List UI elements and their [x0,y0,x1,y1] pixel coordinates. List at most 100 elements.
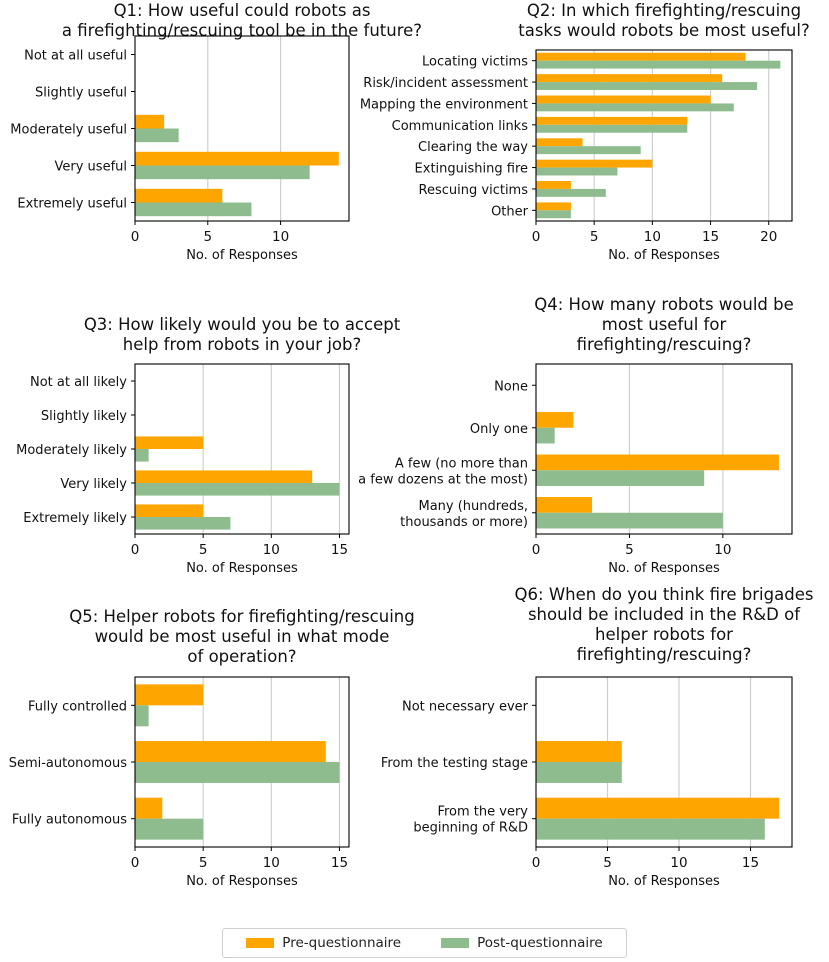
bar-post [536,124,688,133]
category-label: Fully controlled [28,699,127,714]
category-label: Other [491,204,529,219]
category-label: From the testing stage [381,756,528,771]
category-label: Moderately likely [16,443,127,458]
chart-q5: Q5: Helper robots for firefighting/rescu… [9,607,415,889]
x-tick-label: 15 [742,855,759,871]
x-tick-label: 10 [644,229,661,245]
chart-title-line: Q5: Helper robots for firefighting/rescu… [69,607,414,626]
legend-item-post: Post-questionnaire [441,935,603,951]
category-label: None [494,379,528,394]
x-tick-label: 10 [714,542,731,558]
category-label: Not at all likely [30,375,127,390]
x-axis-label: No. of Responses [186,874,298,889]
x-tick-label: 15 [331,542,348,558]
chart-title-line: Q2: In which firefighting/rescuing [527,1,801,20]
bar-post [536,512,723,529]
bar-post [536,210,571,219]
bar-pre [135,114,165,129]
bar-pre [536,116,688,125]
category-label: Extinguishing fire [415,162,528,177]
x-tick-label: 20 [760,229,777,245]
category-label: Communication links [392,119,529,134]
x-tick-label: 0 [131,542,140,558]
axes-frame [535,363,793,535]
bar-pre [536,202,571,211]
bar-pre [536,138,583,147]
bar-pre [135,504,204,517]
chart-title-line: a firefighting/rescuing tool be in the f… [62,21,422,40]
bar-post [135,483,340,496]
chart-title-line: Q1: How useful could robots as [114,1,371,20]
x-axis-label: No. of Responses [608,561,720,576]
bar-post [536,427,555,444]
bar-pre [135,684,204,706]
axes-frame [134,35,350,222]
bar-pre [536,497,593,513]
axes-frame [535,676,793,848]
bar-pre [536,741,622,762]
category-label: Extremely useful [17,197,127,212]
axes-frame [134,363,350,535]
bar-post [536,818,765,840]
chart-title-line: should be included in the R&D of [528,605,801,624]
x-tick-label: 0 [532,229,541,245]
x-tick-label: 5 [203,229,212,245]
bar-post [135,449,149,462]
category-label: Slightly useful [35,86,127,101]
chart-title-line: tasks would robots be most useful? [518,21,809,40]
x-tick-label: 0 [131,855,140,871]
bar-pre [135,741,326,762]
chart-title-line: Q3: How likely would you be to accept [84,315,401,334]
category-label: Moderately useful [10,123,127,138]
legend-label-post: Post-questionnaire [477,935,603,951]
legend-item-pre: Pre-questionnaire [246,935,401,951]
axes-frame [134,676,350,848]
category-label: Only one [470,422,528,437]
bar-pre [135,151,339,166]
bar-post [536,762,622,783]
x-axis-label: No. of Responses [608,248,720,263]
legend-swatch-post [441,938,470,948]
chart-title-line: would be most useful in what mode [95,627,390,646]
category-label: Rescuing victims [419,183,529,198]
x-tick-label: 15 [702,229,719,245]
x-axis-label: No. of Responses [186,248,298,263]
bar-pre [536,412,574,428]
category-label: Clearing the way [418,140,528,155]
x-tick-label: 10 [263,542,280,558]
chart-q2: Q2: In which firefighting/rescuingtasks … [360,1,810,263]
bar-post [536,60,781,69]
category-label: Not at all useful [24,49,127,64]
x-tick-label: 0 [131,229,140,245]
category-label: beginning of R&D [413,821,528,836]
bar-pre [135,436,204,449]
chart-title-line: of operation? [187,647,296,666]
chart-q1: Q1: How useful could robots asa firefigh… [10,1,422,263]
chart-title-line: firefighting/rescuing? [577,335,752,354]
bar-post [135,818,204,840]
bar-post [536,167,618,176]
category-label: Risk/incident assessment [363,76,528,91]
chart-title-line: help from robots in your job? [123,335,362,354]
chart-title-line: Q6: When do you think fire brigades [515,585,814,604]
category-label: Many (hundreds, [418,499,528,514]
x-tick-label: 10 [670,855,687,871]
category-label: From the very [437,805,528,820]
chart-title-line: Q4: How many robots would be [534,295,794,314]
bar-pre [536,74,723,83]
legend: Pre-questionnaire Post-questionnaire [222,928,627,958]
x-tick-label: 15 [331,855,348,871]
x-axis-label: No. of Responses [186,561,298,576]
x-axis-label: No. of Responses [608,874,720,889]
category-label: a few dozens at the most) [358,472,528,487]
category-label: Very useful [55,160,128,175]
x-tick-label: 0 [532,855,541,871]
axes-frame [535,49,793,222]
chart-title-line: helper robots for [595,625,733,644]
bar-pre [536,159,653,168]
category-label: Very likely [60,477,127,492]
x-tick-label: 5 [199,855,208,871]
chart-q6: Q6: When do you think fire brigadesshoul… [381,585,814,889]
